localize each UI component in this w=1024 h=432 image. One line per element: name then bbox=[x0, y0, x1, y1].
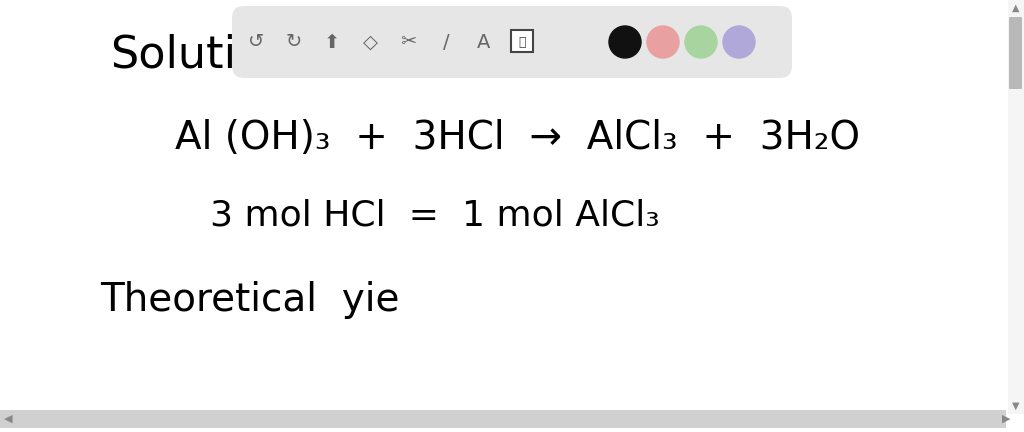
Bar bbox=[1008, 0, 1024, 414]
Text: /: / bbox=[442, 32, 450, 51]
Text: Solutio: Solutio bbox=[110, 34, 263, 76]
Text: ▶: ▶ bbox=[1002, 414, 1011, 424]
Text: ↺: ↺ bbox=[248, 32, 264, 51]
Circle shape bbox=[723, 26, 755, 58]
Text: ⬆: ⬆ bbox=[324, 32, 340, 51]
Text: ◀: ◀ bbox=[4, 414, 12, 424]
Text: ✂: ✂ bbox=[399, 32, 416, 51]
Circle shape bbox=[685, 26, 717, 58]
Text: 🏔: 🏔 bbox=[518, 36, 525, 50]
Circle shape bbox=[647, 26, 679, 58]
Text: A: A bbox=[477, 32, 490, 51]
Text: ▼: ▼ bbox=[1013, 401, 1020, 411]
Text: Al (OH)₃  +  3HCl  →  AlCl₃  +  3H₂O: Al (OH)₃ + 3HCl → AlCl₃ + 3H₂O bbox=[175, 119, 860, 157]
Text: Theoretical  yie: Theoretical yie bbox=[100, 281, 399, 319]
Text: ↻: ↻ bbox=[286, 32, 302, 51]
Bar bbox=[511, 30, 534, 52]
Circle shape bbox=[609, 26, 641, 58]
Text: 3 mol HCl  =  1 mol AlCl₃: 3 mol HCl = 1 mol AlCl₃ bbox=[210, 199, 659, 233]
Bar bbox=[0, 410, 1006, 428]
Text: ◇: ◇ bbox=[362, 32, 378, 51]
Text: ▲: ▲ bbox=[1013, 3, 1020, 13]
FancyBboxPatch shape bbox=[1009, 17, 1022, 89]
FancyBboxPatch shape bbox=[232, 6, 792, 78]
